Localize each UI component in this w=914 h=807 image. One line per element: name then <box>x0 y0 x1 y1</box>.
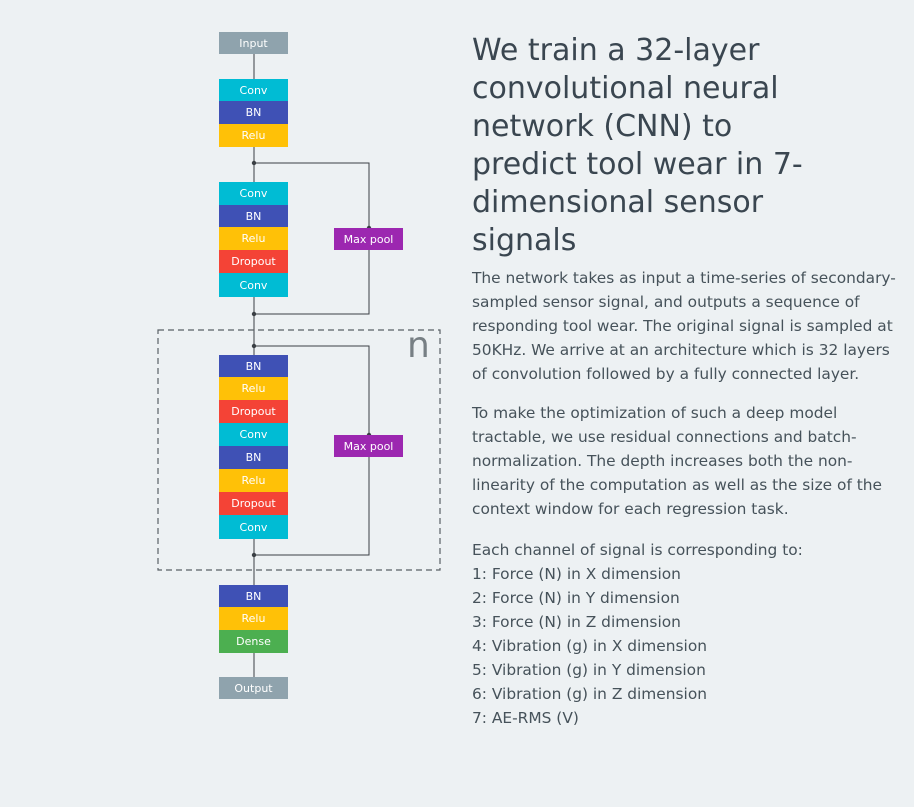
junction-dot <box>251 552 257 558</box>
layer-bn: BN <box>219 355 288 377</box>
input-block: Input <box>219 32 288 54</box>
layer-conv: Conv <box>219 273 288 297</box>
layer-conv: Conv <box>219 423 288 446</box>
layer-relu: Relu <box>219 124 288 147</box>
output-block: Output <box>219 677 288 699</box>
repeat-box <box>157 329 441 571</box>
description-paragraph-1: The network takes as input a time-series… <box>472 269 896 383</box>
junction-dot <box>251 311 257 317</box>
heading: We train a 32-layer convolutional neural… <box>472 33 803 258</box>
repeat-count-label: n <box>407 325 430 366</box>
junction-dot <box>251 343 257 349</box>
layer-dropout: Dropout <box>219 250 288 273</box>
channel-item: 2: Force (N) in Y dimension <box>472 589 680 607</box>
channel-item: 3: Force (N) in Z dimension <box>472 613 681 631</box>
channel-list-intro: Each channel of signal is corresponding … <box>472 541 803 559</box>
layer-dropout: Dropout <box>219 400 288 423</box>
layer-bn: BN <box>219 101 288 124</box>
channel-list: Each channel of signal is corresponding … <box>472 538 902 730</box>
description-column: We train a 32-layer convolutional neural… <box>472 32 902 730</box>
layer-bn: BN <box>219 446 288 469</box>
channel-item: 1: Force (N) in X dimension <box>472 565 681 583</box>
layer-relu: Relu <box>219 377 288 400</box>
layer-dropout: Dropout <box>219 492 288 515</box>
maxpool-block-2: Max pool <box>334 435 403 457</box>
channel-item: 4: Vibration (g) in X dimension <box>472 637 707 655</box>
channel-item: 7: AE-RMS (V) <box>472 709 579 727</box>
layer-conv: Conv <box>219 515 288 539</box>
layer-relu: Relu <box>219 607 288 630</box>
layer-conv: Conv <box>219 182 288 205</box>
layer-relu: Relu <box>219 469 288 492</box>
channel-item: 5: Vibration (g) in Y dimension <box>472 661 706 679</box>
description-paragraph-2: To make the optimization of such a deep … <box>472 404 883 518</box>
layer-bn: BN <box>219 205 288 227</box>
channel-item: 6: Vibration (g) in Z dimension <box>472 685 707 703</box>
junction-dot <box>251 160 257 166</box>
layer-conv: Conv <box>219 79 288 101</box>
layer-relu: Relu <box>219 227 288 250</box>
layer-dense: Dense <box>219 630 288 653</box>
maxpool-block-1: Max pool <box>334 228 403 250</box>
layer-bn: BN <box>219 585 288 607</box>
